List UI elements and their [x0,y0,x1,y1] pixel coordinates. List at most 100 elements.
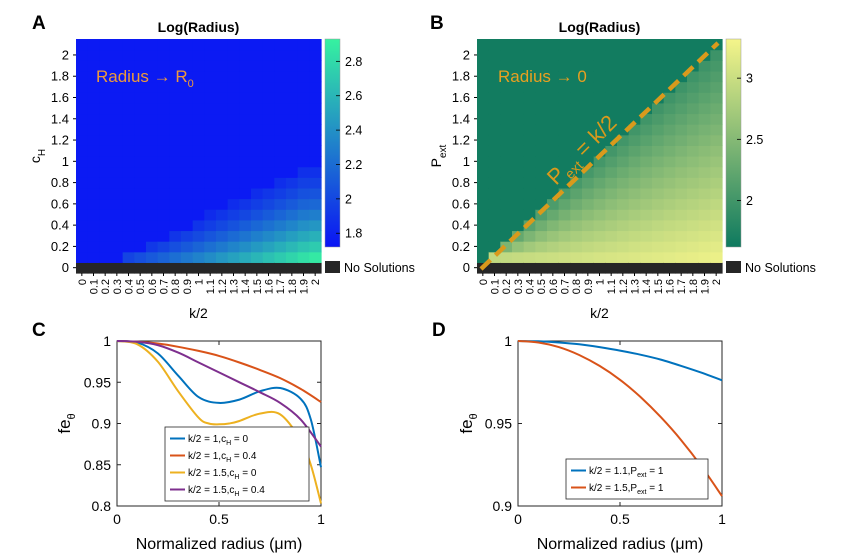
heatmap-cell [192,102,205,115]
heatmap-cell [488,251,501,263]
no-solution-cell [710,262,723,274]
heatmap-cell [76,92,89,104]
heatmap-cell [87,177,100,189]
x-tick-label: 1.9 [299,279,311,294]
heatmap-cell [87,113,100,125]
x-tick-label: 0.4 [525,279,537,294]
x-tick-label: 0.4 [124,279,136,294]
heatmap-cell [488,177,501,189]
heatmap-cell [239,156,252,168]
heatmap-cell [169,92,182,104]
heatmap-cell [227,198,240,210]
heatmap-cell [500,166,513,178]
heatmap-cell [558,145,571,157]
heatmap-cell [274,241,287,253]
x-tick-label: 2 [310,279,322,285]
heatmap-cell [617,209,630,221]
heatmap-cell [582,60,595,72]
heatmap-cell [192,124,205,136]
heatmap-cell [76,81,89,93]
heatmap-cell [87,92,100,104]
heatmap-cell [309,49,322,61]
heatmap-cell [204,113,217,125]
x-tick-label: 1.6 [665,279,677,294]
colorbar [725,38,742,248]
heatmap-cell [605,113,618,125]
heatmap-cell [204,92,217,104]
heatmap-cell [216,187,229,200]
heatmap-cell [535,156,548,168]
legend-label-main: k/2 = 1,c [188,434,226,445]
heatmap-cell [99,81,112,93]
heatmap-cell [593,156,606,168]
heatmap-cell [547,177,560,189]
x-tick-label: 1.3 [630,279,642,294]
heatmap-cell [500,60,513,72]
no-solution-cell [652,262,665,274]
heatmap-cell [570,230,583,242]
heatmap-cell [687,177,700,189]
y-tick-label: 0.8 [92,498,112,514]
no-solution-cell [134,262,147,274]
heatmap-cell [239,198,252,210]
heatmap-cell [547,145,560,157]
heatmap-cell [87,102,100,115]
heatmap-cell [547,49,560,61]
heatmap-cell [605,251,618,263]
heatmap-cell [227,92,240,104]
x-axis-label: Normalized radius (μm) [136,536,303,553]
heatmap-cell [134,187,147,200]
heatmap-cell [582,177,595,189]
legend-label-main: k/2 = 1.1,P [589,466,637,477]
heatmap-cell [309,198,322,210]
heatmap-cell [535,198,548,210]
heatmap-cell [523,251,536,263]
heatmap-cell [204,102,217,115]
heatmap-cell [99,230,112,242]
heatmap-cell [547,60,560,72]
heatmap-cell [192,49,205,61]
heatmap-cell [157,49,170,61]
no-solution-cell [76,262,89,274]
heatmap-cell [477,39,490,51]
heatmap-cell [500,92,513,104]
heatmap-cell [134,102,147,115]
heatmap-cell [582,187,595,200]
heatmap-cell [710,102,723,115]
heatmap-cell [192,187,205,200]
heatmap-cell [99,145,112,157]
heatmap-cell [87,124,100,136]
heatmap-cell [192,219,205,232]
heatmap-cell [605,81,618,93]
heatmap-cell [251,187,264,200]
heatmap-cell [169,166,182,178]
heatmap-cell [216,198,229,210]
heatmap-cell [698,92,711,104]
heatmap-cell [76,145,89,157]
heatmap-cell [675,70,688,83]
heatmap-cell [687,124,700,136]
heatmap-cell [122,251,135,263]
heatmap-cell [477,49,490,61]
heatmap-cell [297,166,310,178]
heatmap-cell [570,92,583,104]
heatmap-cell [535,124,548,136]
y-tick-label: 0.9 [92,416,112,432]
heatmap-cell [169,124,182,136]
y-tick-label: 1.6 [452,90,470,105]
y-axis-label-sub: ext [438,144,449,158]
legend-label-rest: = 0.4 [239,485,265,496]
heatmap-cell [262,209,275,221]
heatmap-cell [227,156,240,168]
no-solution-cell [675,262,688,274]
heatmap-cell [605,60,618,72]
heatmap-cell [593,49,606,61]
heatmap-cell [157,92,170,104]
heatmap-cell [227,209,240,221]
heatmap-cell [477,166,490,178]
heatmap-cell [617,145,630,157]
heatmap-cell [547,81,560,93]
heatmap-cell [675,241,688,253]
no-solution-cell [309,262,322,274]
heatmap-cell [262,198,275,210]
